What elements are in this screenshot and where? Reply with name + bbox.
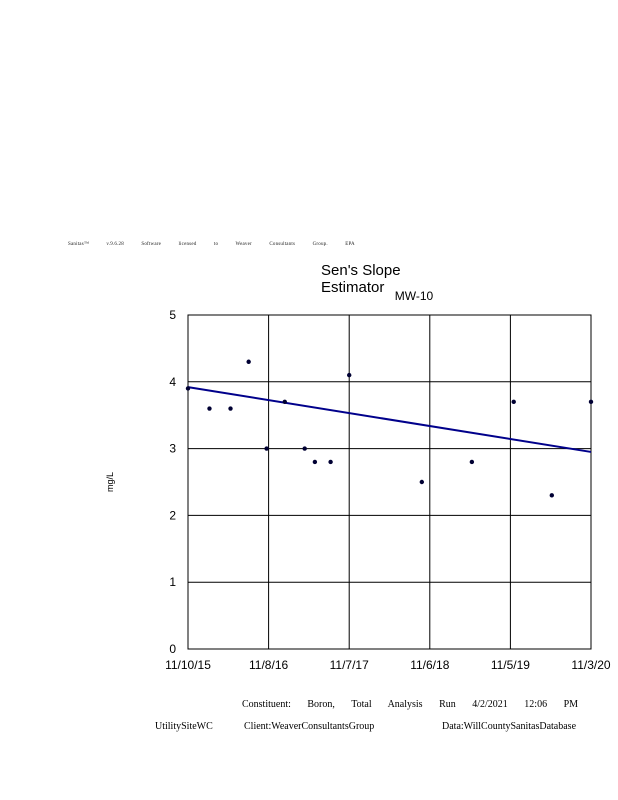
plot-area-border [187, 314, 592, 650]
data-point [549, 493, 555, 498]
y-tick-label: 4 [169, 375, 176, 389]
y-tick-label: 2 [169, 508, 176, 522]
data-point [246, 359, 251, 364]
y-tick-label: 5 [169, 308, 176, 322]
x-tick-label: 11/8/16 [249, 658, 288, 672]
footer-site: UtilitySiteWC [155, 721, 213, 732]
x-tick-label: 11/5/19 [491, 658, 530, 672]
y-tick-label: 1 [169, 575, 176, 589]
x-tick-label: 11/7/17 [330, 658, 369, 672]
x-tick-label: 11/10/15 [165, 658, 211, 672]
license-banner: Sanitas™ v.9.6.28 Software licensed to W… [68, 242, 355, 247]
y-tick-label: 0 [169, 642, 176, 656]
data-point [312, 459, 318, 465]
y-tick-label: 3 [169, 442, 176, 456]
data-point [228, 406, 233, 411]
data-point [302, 446, 307, 451]
y-axis-label: mg/L [105, 471, 115, 493]
data-point [588, 399, 594, 405]
sen-slope-trend-line [187, 386, 592, 453]
data-point [282, 399, 287, 405]
data-point [207, 406, 212, 411]
x-tick-label: 11/3/20 [571, 658, 610, 672]
x-tick-label: 11/6/18 [410, 658, 449, 672]
chart-subtitle: MW-10 [394, 289, 434, 303]
data-point [264, 446, 269, 451]
data-point [185, 386, 191, 391]
data-point [469, 459, 475, 465]
chart-title: Sen's Slope Estimator [321, 262, 401, 296]
footer-data-source: Data:WillCountySanitasDatabase [442, 721, 577, 732]
data-point [419, 479, 425, 485]
data-point [328, 459, 333, 465]
footer-client: Client:WeaverConsultantsGroup [244, 721, 375, 732]
footer-constituent-line: Constituent: Boron, Total Analysis Run 4… [242, 699, 579, 710]
data-point [347, 372, 352, 378]
data-point [511, 399, 516, 405]
